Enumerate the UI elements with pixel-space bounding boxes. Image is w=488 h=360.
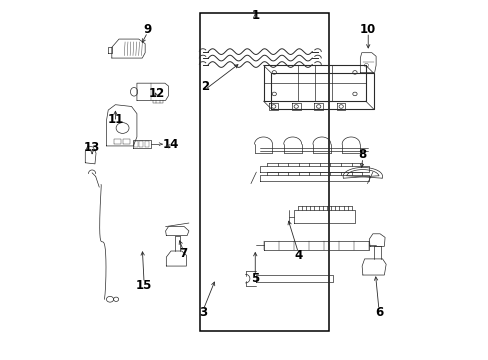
Text: 9: 9 (143, 23, 151, 36)
Text: 10: 10 (359, 23, 376, 36)
Text: 2: 2 (201, 80, 209, 93)
Bar (199, 13, 328, 330)
Text: 5: 5 (251, 272, 259, 285)
Text: 6: 6 (374, 306, 382, 319)
Text: 7: 7 (179, 247, 187, 260)
Text: 3: 3 (199, 306, 207, 319)
Text: 13: 13 (84, 141, 100, 154)
Text: 1: 1 (251, 9, 259, 22)
Text: 15: 15 (136, 279, 152, 292)
Text: 14: 14 (163, 138, 179, 150)
Text: 12: 12 (148, 87, 164, 100)
Text: 11: 11 (107, 113, 123, 126)
Text: 8: 8 (358, 148, 366, 161)
Text: 4: 4 (294, 249, 302, 262)
